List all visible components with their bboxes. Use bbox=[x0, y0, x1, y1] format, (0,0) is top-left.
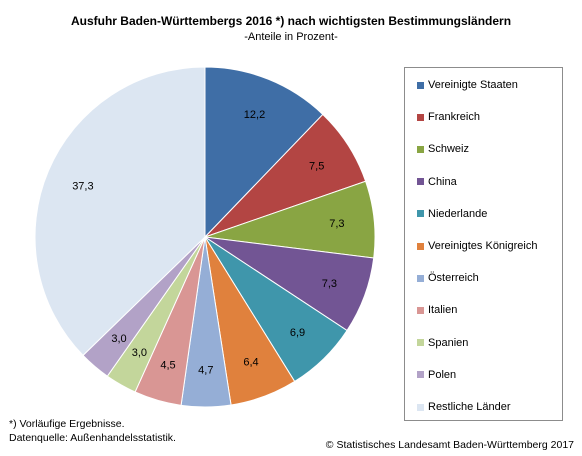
legend-item-schweiz: Schweiz bbox=[417, 141, 469, 157]
data-label-restliche-laender: 37,3 bbox=[72, 180, 93, 192]
legend-swatch bbox=[417, 339, 424, 347]
legend-label: Vereinigtes Königreich bbox=[428, 240, 538, 252]
data-label-oesterreich: 4,7 bbox=[198, 365, 213, 377]
legend-label: Schweiz bbox=[428, 143, 469, 156]
legend-swatch bbox=[417, 371, 424, 379]
legend-item-polen: Polen bbox=[417, 367, 456, 383]
pie-slice-vereinigte-staaten bbox=[204, 66, 324, 239]
chart-legend: Vereinigte Staaten Frankreich Schweiz China… bbox=[404, 67, 563, 421]
footnote-source: Datenquelle: Außenhandelsstatistik. bbox=[9, 432, 176, 444]
data-label-niederlande: 6,9 bbox=[290, 327, 305, 339]
legend-swatch bbox=[417, 210, 424, 218]
legend-item-restliche-laender: Restliche Länder bbox=[417, 399, 511, 415]
legend-item-oesterreich: Österreich bbox=[417, 270, 479, 286]
legend-item-frankreich: Frankreich bbox=[417, 109, 480, 125]
legend-label: Österreich bbox=[428, 272, 479, 285]
legend-label: Polen bbox=[428, 368, 457, 381]
footnote-preliminary: *) Vorläufige Ergebnisse. bbox=[9, 418, 125, 430]
legend-swatch bbox=[417, 113, 424, 121]
copyright-notice: © Statistisches Landesamt Baden-Württemb… bbox=[325, 439, 574, 451]
legend-swatch bbox=[417, 81, 424, 89]
legend-swatch bbox=[417, 242, 424, 250]
legend-label: Italien bbox=[428, 304, 458, 317]
legend-item-vereinigte-staaten: Vereinigte Staaten bbox=[417, 77, 518, 93]
legend-label: Spanien bbox=[428, 336, 469, 349]
legend-swatch bbox=[417, 145, 424, 153]
legend-swatch bbox=[417, 178, 424, 186]
chart-title: Ausfuhr Baden-Württembergs 2016 *) nach … bbox=[70, 14, 512, 28]
data-label-polen: 3,0 bbox=[111, 333, 126, 345]
data-label-vereinigtes-koenigreich: 6,4 bbox=[243, 356, 258, 368]
legend-label: China bbox=[428, 175, 457, 188]
legend-item-spanien: Spanien bbox=[417, 335, 468, 351]
legend-label: Vereinigte Staaten bbox=[428, 79, 518, 91]
data-label-schweiz: 7,3 bbox=[329, 218, 344, 230]
chart-subtitle: -Anteile in Prozent- bbox=[244, 31, 338, 43]
data-label-italien: 4,5 bbox=[160, 359, 175, 371]
legend-swatch bbox=[417, 306, 424, 314]
legend-item-china: China bbox=[417, 174, 457, 190]
legend-swatch bbox=[417, 403, 424, 411]
pie-slice-restliche-laender bbox=[34, 66, 206, 357]
legend-label: Frankreich bbox=[428, 111, 480, 124]
data-label-spanien: 3,0 bbox=[132, 347, 147, 359]
legend-label: Niederlande bbox=[428, 207, 488, 220]
legend-item-niederlande: Niederlande bbox=[417, 206, 487, 222]
legend-item-vereinigtes-koenigreich: Vereinigtes Königreich bbox=[417, 238, 537, 254]
data-label-vereinigte-staaten: 12,2 bbox=[244, 109, 265, 121]
data-label-china: 7,3 bbox=[322, 278, 337, 290]
legend-swatch bbox=[417, 274, 424, 282]
legend-label: Restliche Länder bbox=[428, 401, 511, 413]
legend-item-italien: Italien bbox=[417, 302, 457, 318]
data-label-frankreich: 7,5 bbox=[309, 161, 324, 173]
